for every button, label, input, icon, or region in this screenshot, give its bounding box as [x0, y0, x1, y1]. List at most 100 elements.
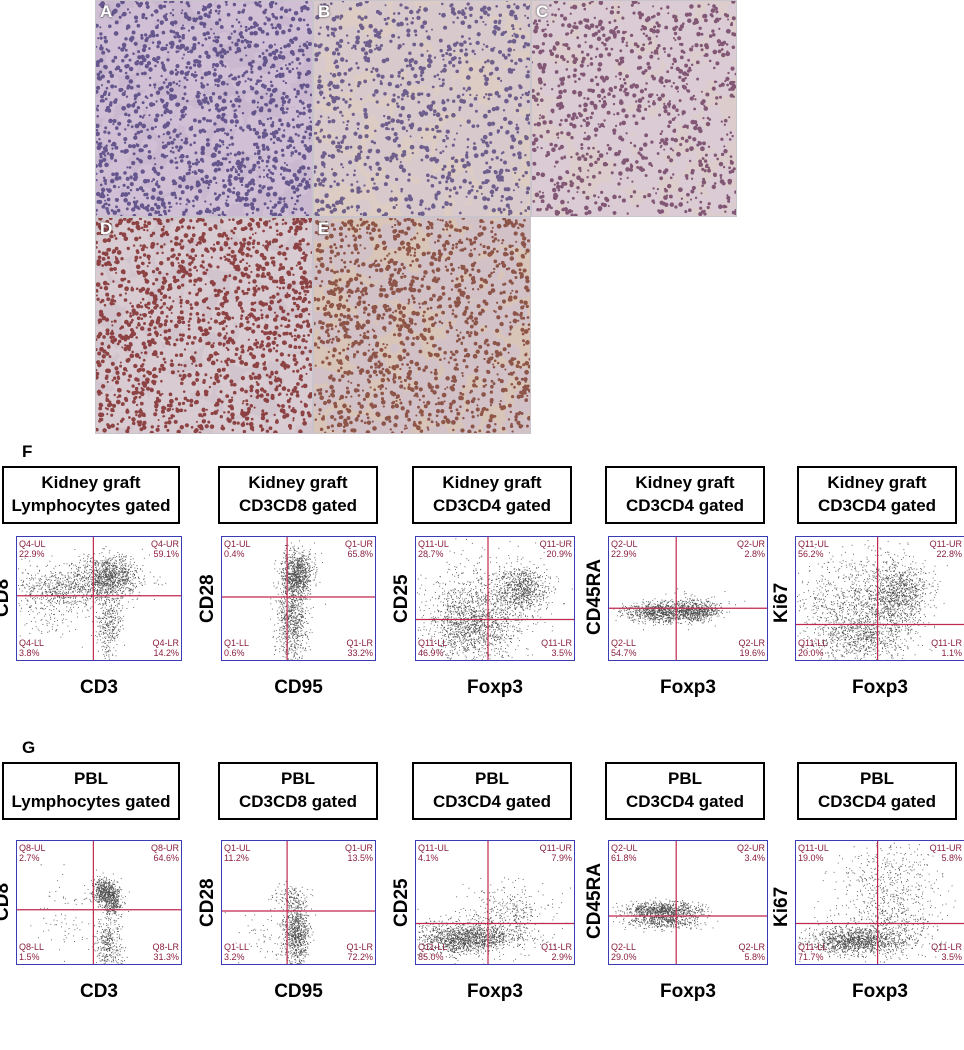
flow-panel-title: PBL Lymphocytes gated	[2, 762, 180, 820]
flow-panel: Kidney graft Lymphocytes gated Q4-UL 22.9%…	[0, 466, 190, 746]
cell-nuclei	[96, 1, 312, 216]
flow-panel-title: Kidney graft CD3CD4 gated	[412, 466, 572, 524]
quadrant-lr-label: Q8-LR 31.3%	[152, 942, 179, 962]
flow-panel-title-line1: PBL	[475, 769, 509, 788]
dot-plot-events	[796, 841, 964, 964]
micrograph-a: A	[95, 0, 313, 217]
quadrant-ul-label: Q1-UL 11.2%	[224, 843, 251, 863]
x-axis-label: Foxp3	[660, 981, 716, 1002]
quadrant-ur-label: Q2-UR 2.8%	[736, 539, 765, 559]
quadrant-ll-label: Q1-LL 0.6%	[224, 638, 249, 658]
x-axis-label: CD95	[274, 677, 323, 698]
micrograph-a-texture	[96, 1, 312, 216]
flow-panel: PBL CD3CD8 gated Q1-UL 11.2% Q1-UR 13.5% Q1-…	[196, 762, 386, 1042]
dot-plot-events	[609, 537, 767, 660]
flow-panel-title-line1: Kidney graft	[41, 473, 141, 492]
flow-panel-title-line2: CD3CD8 gated	[238, 496, 358, 515]
flow-panel-title: PBL CD3CD4 gated	[412, 762, 572, 820]
dot-plot: Q8-UL 2.7% Q8-UR 64.6% Q8-LL 1.5% Q8-LR 31.…	[16, 840, 182, 965]
quadrant-ul-label: Q11-UL 28.7%	[418, 539, 449, 559]
dot-plot: Q11-UL 56.2% Q11-UR 22.8% Q11-LL 20.0% Q11-…	[795, 536, 964, 661]
panel-label-e: E	[318, 219, 330, 238]
flow-panel-title-line2: CD3CD4 gated	[625, 496, 745, 515]
quadrant-ur-label: Q8-UR 64.6%	[150, 843, 179, 863]
micrograph-c: C	[531, 0, 737, 217]
event-dots	[30, 864, 130, 964]
section-label-g: G	[22, 738, 36, 757]
x-axis-label: CD3	[79, 677, 118, 698]
dot-plot-events	[796, 537, 964, 660]
flow-panel-title-line1: Kidney graft	[248, 473, 348, 492]
micrograph-d-texture	[96, 218, 312, 433]
dot-plot-events	[416, 537, 574, 660]
flow-panel: PBL CD3CD4 gated Q11-UL 4.1% Q11-UR 7.9% Q11…	[390, 762, 580, 1042]
dot-plot: Q11-UL 19.0% Q11-UR 5.8% Q11-LL 71.7% Q11-L…	[795, 840, 964, 965]
x-axis-label: Foxp3	[467, 677, 523, 698]
dot-plot-events	[416, 841, 574, 964]
quadrant-ur-label: Q11-UR 7.9%	[539, 843, 572, 863]
flow-panel-title: Kidney graft CD3CD4 gated	[605, 466, 765, 524]
quadrant-ll-label: Q4-LL 3.8%	[19, 638, 44, 658]
quadrant-lr-label: Q11-LR 3.5%	[931, 942, 962, 962]
y-axis-label: CD45RA	[584, 558, 605, 635]
flow-panel-title-line2: Lymphocytes gated	[11, 792, 171, 811]
quadrant-ll-label: Q2-LL 54.7%	[611, 638, 637, 658]
quadrant-lr-label: Q2-LR 5.8%	[738, 942, 765, 962]
dot-plot: Q1-UL 0.4% Q1-UR 65.8% Q1-LL 0.6% Q1-LR 33.…	[221, 536, 376, 661]
y-axis-label: CD45RA	[584, 862, 605, 939]
flow-panel-title-line1: PBL	[281, 769, 315, 788]
event-dots	[798, 842, 956, 963]
flow-panel: Kidney graft CD3CD4 gated Q11-UL 28.7% Q11-…	[390, 466, 580, 746]
micrograph-b: B	[313, 0, 531, 217]
flow-panel: PBL Lymphocytes gated Q8-UL 2.7% Q8-UR 64.6…	[0, 762, 190, 1042]
quadrant-ul-label: Q8-UL 2.7%	[19, 843, 46, 863]
y-axis-label: CD8	[0, 578, 13, 617]
flow-panel-title-line2: CD3CD8 gated	[238, 792, 358, 811]
x-axis-label: Foxp3	[660, 677, 716, 698]
panel-label-b: B	[318, 2, 331, 21]
quadrant-ll-label: Q11-LL 46.9%	[418, 638, 448, 658]
quadrant-ur-label: Q1-UR 65.8%	[344, 539, 373, 559]
y-axis-label: CD25	[391, 877, 412, 927]
quadrant-ur-label: Q11-UR 22.8%	[929, 539, 962, 559]
y-axis-label: CD28	[197, 573, 218, 623]
flow-panel-title-line2: CD3CD4 gated	[817, 496, 937, 515]
flow-panel-title-line1: PBL	[74, 769, 108, 788]
flow-panel-title-line1: Kidney graft	[827, 473, 927, 492]
quadrant-ul-label: Q4-UL 22.9%	[19, 539, 46, 559]
quadrant-ur-label: Q2-UR 3.4%	[736, 843, 765, 863]
flow-panel: Kidney graft CD3CD8 gated Q1-UL 0.4% Q1-UR …	[196, 466, 386, 746]
dot-plot: Q1-UL 11.2% Q1-UR 13.5% Q1-LL 3.2% Q1-LR 72…	[221, 840, 376, 965]
flow-panel-title-line2: CD3CD4 gated	[625, 792, 745, 811]
flow-panel-title: PBL CD3CD8 gated	[218, 762, 378, 820]
quadrant-ur-label: Q4-UR 59.1%	[150, 539, 179, 559]
section-label-f: F	[22, 442, 33, 461]
quadrant-lr-label: Q11-LR 3.5%	[541, 638, 572, 658]
quadrant-ul-label: Q11-UL 4.1%	[418, 843, 449, 863]
flow-panel-title-line1: PBL	[860, 769, 894, 788]
y-axis-label: CD8	[0, 882, 13, 921]
flow-panel-title-line2: CD3CD4 gated	[817, 792, 937, 811]
quadrant-ll-label: Q2-LL 29.0%	[611, 942, 637, 962]
quadrant-lr-label: Q4-LR 14.2%	[152, 638, 179, 658]
quadrant-lr-label: Q1-LR 33.2%	[346, 638, 373, 658]
flow-panel-title-line1: PBL	[668, 769, 702, 788]
dot-plot: Q2-UL 22.9% Q2-UR 2.8% Q2-LL 54.7% Q2-LR 19…	[608, 536, 768, 661]
cell-nuclei	[532, 1, 736, 216]
quadrant-lr-label: Q11-LR 1.1%	[931, 638, 962, 658]
flow-panel: PBL CD3CD4 gated Q11-UL 19.0% Q11-UR 5.8% Q1…	[771, 762, 964, 1042]
panel-label-d: D	[100, 219, 113, 238]
cell-nuclei	[314, 218, 530, 433]
dot-plot-events	[222, 537, 375, 660]
cell-nuclei	[96, 218, 312, 433]
dot-plot: Q2-UL 61.8% Q2-UR 3.4% Q2-LL 29.0% Q2-LR 5.…	[608, 840, 768, 965]
x-axis-label: Foxp3	[852, 981, 908, 1002]
flow-panel: PBL CD3CD4 gated Q2-UL 61.8% Q2-UR 3.4% Q2-L…	[583, 762, 773, 1042]
quadrant-ul-label: Q11-UL 56.2%	[798, 539, 829, 559]
x-axis-label: Foxp3	[852, 677, 908, 698]
x-axis-label: CD3	[79, 981, 118, 1002]
x-axis-label: Foxp3	[467, 981, 523, 1002]
panel-label-c: C	[536, 2, 549, 21]
cell-nuclei	[314, 1, 530, 216]
quadrant-ll-label: Q11-LL 20.0%	[798, 638, 828, 658]
